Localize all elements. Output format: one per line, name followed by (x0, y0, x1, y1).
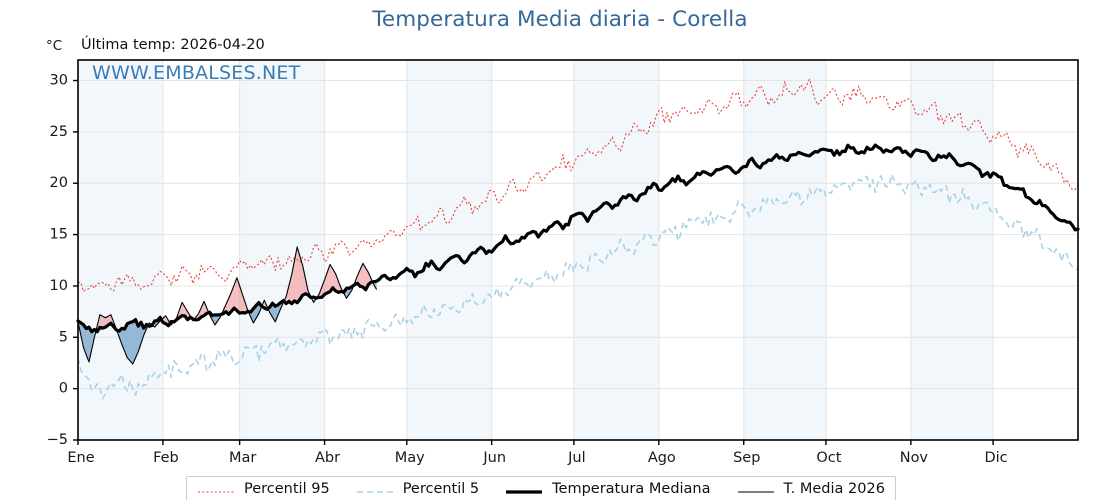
svg-text:0: 0 (59, 381, 68, 397)
svg-text:Dic: Dic (984, 450, 1007, 466)
y-axis-unit-label: °C (46, 38, 63, 54)
svg-text:−5: −5 (47, 432, 68, 448)
legend-label-0: Percentil 95 (244, 480, 330, 497)
svg-text:30: 30 (50, 73, 68, 89)
svg-text:Ago: Ago (648, 450, 676, 466)
legend-swatch-2 (505, 483, 543, 495)
svg-text:Abr: Abr (315, 450, 340, 466)
svg-text:Nov: Nov (900, 450, 929, 466)
legend-swatch-1 (356, 483, 394, 495)
legend-item-1[interactable]: Percentil 5 (356, 481, 479, 497)
svg-text:Feb: Feb (153, 450, 179, 466)
y-axis-ticks: −5 0 5 10 15 20 25 30 (47, 73, 78, 448)
legend-swatch-0 (197, 483, 235, 495)
legend-item-3[interactable]: T. Media 2026 (737, 481, 885, 497)
legend-label-3: T. Media 2026 (783, 480, 885, 497)
last-temp-label: Última temp: 2026-04-20 (81, 37, 265, 53)
page-title: Temperatura Media diaria - Corella (372, 7, 748, 32)
svg-text:25: 25 (50, 124, 68, 140)
series-t-media-2026 (77, 246, 378, 365)
svg-text:15: 15 (50, 227, 68, 243)
svg-text:Ene: Ene (67, 450, 94, 466)
svg-text:Sep: Sep (733, 450, 760, 466)
series-percentil-95 (77, 78, 1079, 293)
legend-item-0[interactable]: Percentil 95 (197, 481, 330, 497)
legend-swatch-3 (737, 483, 775, 495)
svg-text:10: 10 (50, 278, 68, 294)
svg-text:20: 20 (50, 175, 68, 191)
series-temperatura-mediana (76, 143, 1080, 334)
axes-frame (77, 59, 1079, 441)
svg-text:Jun: Jun (482, 450, 506, 466)
svg-text:Jul: Jul (567, 450, 586, 466)
month-background-bands (78, 60, 994, 440)
x-axis-ticks: Ene Feb Mar Abr May Jun Jul Ago Sep Oct Nov Dic (67, 440, 1008, 466)
legend-item-2[interactable]: Temperatura Mediana (505, 480, 711, 497)
svg-text:Oct: Oct (816, 450, 841, 466)
legend-label-1: Percentil 5 (402, 480, 480, 497)
svg-text:5: 5 (59, 329, 68, 345)
svg-text:May: May (395, 450, 425, 466)
legend-label-2: Temperatura Mediana (552, 480, 711, 497)
chart-legend: Percentil 95 Percentil 5 Temperatura Media… (186, 476, 896, 500)
svg-text:Mar: Mar (229, 450, 256, 466)
